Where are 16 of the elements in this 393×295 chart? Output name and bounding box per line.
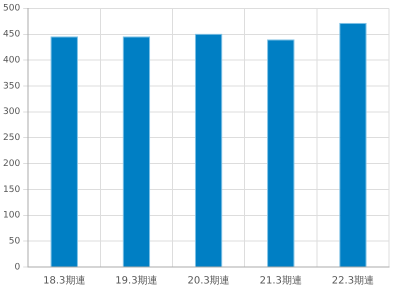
x-tick-label: 22.3期連 (332, 274, 374, 287)
y-tick-label: 50 (8, 236, 20, 246)
y-tick-label: 450 (2, 30, 20, 40)
y-tick-label: 500 (2, 4, 20, 14)
x-tick-label: 19.3期連 (115, 274, 158, 287)
y-tick-label: 150 (2, 184, 20, 195)
y-tick-label: 400 (2, 55, 20, 66)
x-tick-label: 20.3期連 (187, 274, 230, 287)
y-tick-label: 0 (14, 262, 20, 272)
y-tick-label: 300 (2, 107, 20, 118)
y-tick-label: 350 (2, 81, 20, 92)
x-tick-label: 21.3期連 (260, 274, 302, 287)
x-tick-label: 18.3期連 (43, 274, 86, 287)
y-tick-label: 250 (2, 133, 20, 144)
y-tick-label: 100 (2, 210, 20, 221)
y-tick-label: 200 (2, 158, 20, 169)
